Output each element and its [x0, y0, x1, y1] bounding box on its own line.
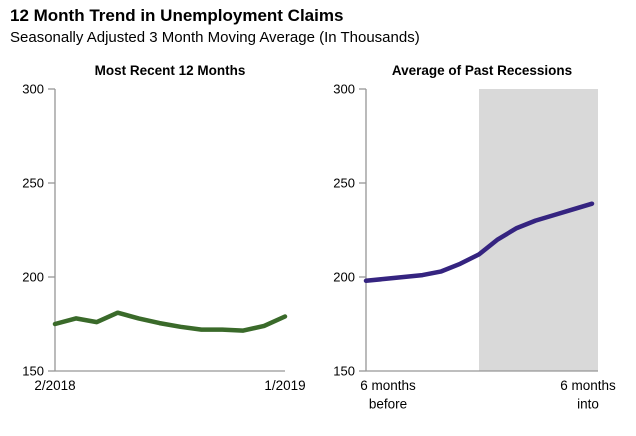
y-tick-label: 300	[22, 82, 44, 97]
y-tick-label: 250	[333, 176, 355, 191]
recession-shaded-band	[479, 89, 598, 371]
panel-title-recent-12-months: Most Recent 12 Months	[94, 63, 246, 78]
y-tick-label: 200	[22, 270, 44, 285]
x-axis-label: into	[577, 397, 599, 412]
y-tick-label: 150	[22, 364, 44, 379]
x-axis-label: 2/2018	[34, 378, 75, 393]
chart-title: 12 Month Trend in Unemployment Claims	[10, 6, 344, 25]
recession-average-line	[363, 201, 595, 284]
y-tick-label: 150	[333, 364, 355, 379]
x-axis-label: 1/2019	[264, 378, 305, 393]
x-axis-label: 6 months	[360, 378, 416, 393]
chart-subtitle: Seasonally Adjusted 3 Month Moving Avera…	[10, 29, 420, 46]
x-axis-label: 6 months	[560, 378, 616, 393]
recent-months-line	[52, 310, 288, 333]
y-tick-label: 250	[22, 176, 44, 191]
y-tick-label: 200	[333, 270, 355, 285]
panel-title-past-recessions: Average of Past Recessions	[391, 63, 573, 78]
x-axis-label: before	[369, 397, 407, 412]
y-tick-label: 300	[333, 82, 355, 97]
